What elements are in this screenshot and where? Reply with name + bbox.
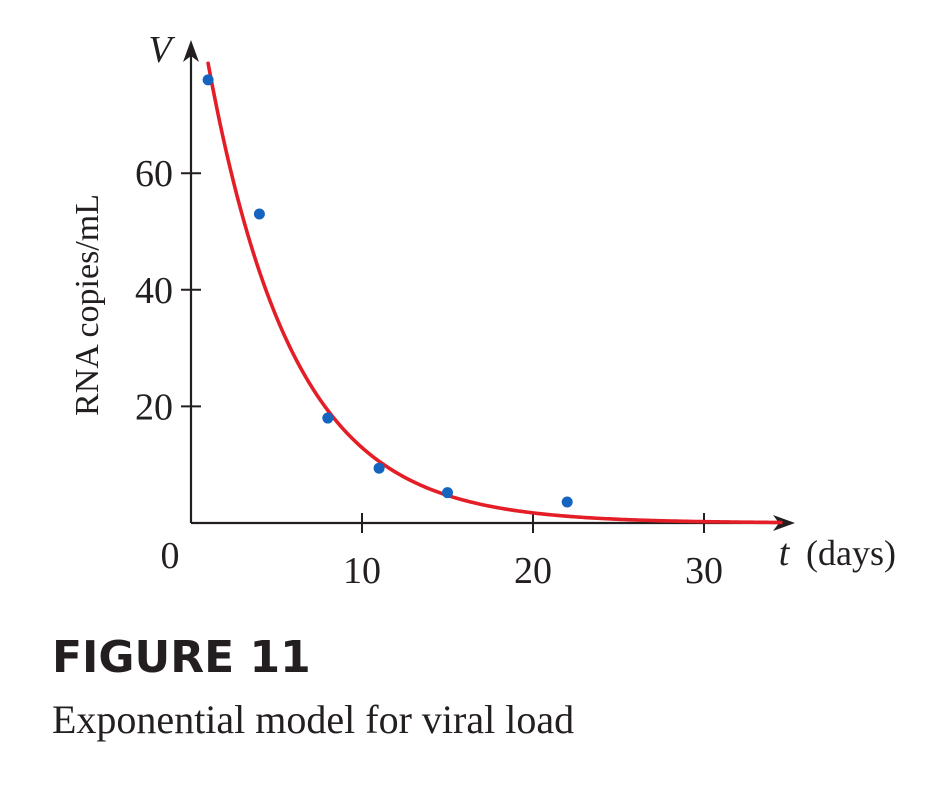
data-point: [322, 412, 334, 424]
tick-labels: 10 20 30 20 40 60: [135, 153, 723, 592]
data-point: [373, 462, 385, 474]
x-axis-arrowhead: [773, 515, 795, 531]
origin-label: 0: [161, 535, 180, 577]
ticks: [181, 172, 705, 533]
x-axis-variable-label: t: [779, 532, 791, 574]
data-point: [253, 208, 265, 220]
data-point: [561, 496, 573, 508]
axes: [183, 40, 795, 531]
y-tick-label: 60: [135, 153, 173, 195]
y-tick-label: 40: [135, 270, 173, 312]
data-point: [202, 74, 214, 86]
x-tick-label: 10: [343, 550, 381, 592]
viral-load-chart: 10 20 30 20 40 60 0 V t (days) RNA copies/mL: [69, 29, 896, 592]
figure-label: FIGURE 11: [52, 632, 311, 683]
data-point: [442, 487, 453, 499]
y-axis-variable-label: V: [148, 29, 175, 71]
x-axis-unit-label: (days): [806, 533, 896, 573]
figure-caption: Exponential model for viral load: [52, 697, 575, 742]
y-axis-title: RNA copies/mL: [69, 194, 106, 416]
y-axis-arrowhead: [183, 40, 199, 62]
data-points: [202, 74, 573, 508]
x-tick-label: 30: [685, 550, 723, 592]
y-tick-label: 20: [135, 386, 173, 428]
exponential-fit-curve: [206, 61, 783, 525]
x-tick-label: 20: [514, 550, 552, 592]
